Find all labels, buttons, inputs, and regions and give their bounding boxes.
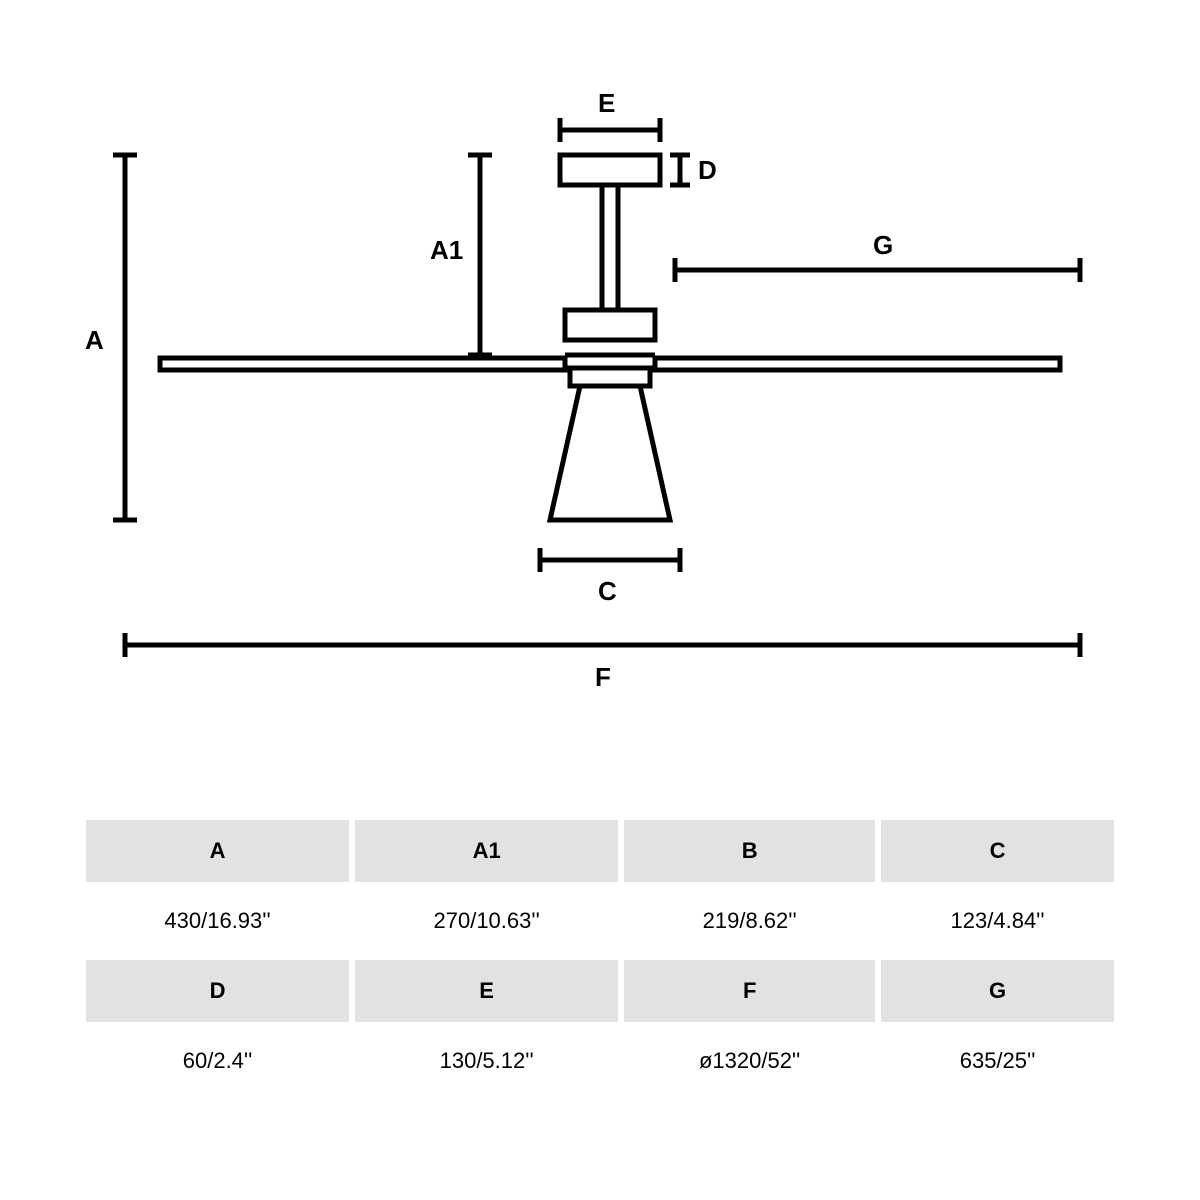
label-A1: A1 [430, 235, 463, 266]
th-G: G [881, 960, 1114, 1022]
label-C: C [598, 576, 617, 607]
td-E: 130/5.12'' [355, 1022, 618, 1100]
dimensions-table: A A1 B C 430/16.93'' 270/10.63'' 219/8.6… [80, 820, 1120, 1100]
diagram-svg [80, 100, 1120, 720]
th-E: E [355, 960, 618, 1022]
th-C: C [881, 820, 1114, 882]
dim-table: A A1 B C 430/16.93'' 270/10.63'' 219/8.6… [80, 820, 1120, 1100]
technical-diagram: A A1 E D G C F [80, 100, 1120, 720]
label-E: E [598, 88, 615, 119]
td-A1: 270/10.63'' [355, 882, 618, 960]
td-C: 123/4.84'' [881, 882, 1114, 960]
label-G: G [873, 230, 893, 261]
th-A1: A1 [355, 820, 618, 882]
td-A: 430/16.93'' [86, 882, 349, 960]
th-A: A [86, 820, 349, 882]
td-D: 60/2.4'' [86, 1022, 349, 1100]
td-B: 219/8.62'' [624, 882, 875, 960]
table-row: 430/16.93'' 270/10.63'' 219/8.62'' 123/4… [86, 882, 1114, 960]
table-row: 60/2.4'' 130/5.12'' ø1320/52'' 635/25'' [86, 1022, 1114, 1100]
th-F: F [624, 960, 875, 1022]
table-header-row: A A1 B C [86, 820, 1114, 882]
label-A: A [85, 325, 104, 356]
th-D: D [86, 960, 349, 1022]
td-F: ø1320/52'' [624, 1022, 875, 1100]
td-G: 635/25'' [881, 1022, 1114, 1100]
label-D: D [698, 155, 717, 186]
th-B: B [624, 820, 875, 882]
table-header-row: D E F G [86, 960, 1114, 1022]
label-F: F [595, 662, 611, 693]
